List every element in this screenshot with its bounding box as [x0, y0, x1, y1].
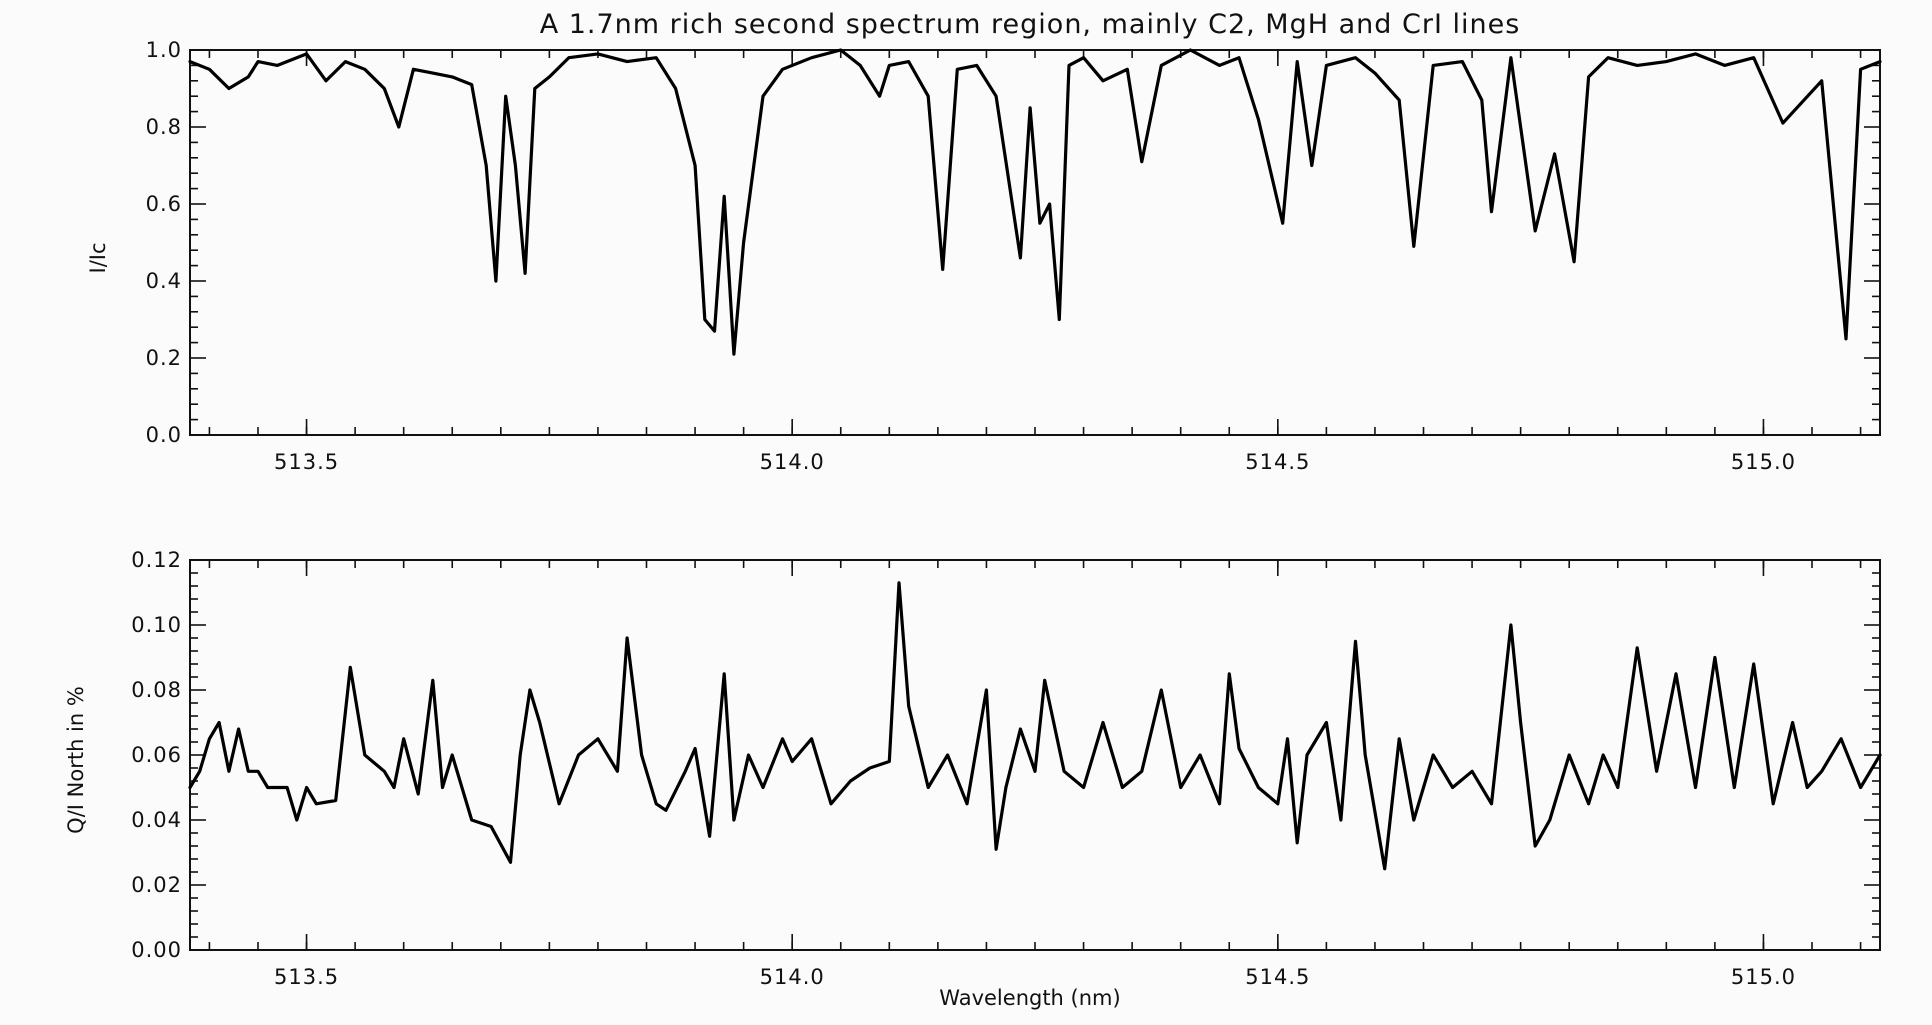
x-tick-label: 514.5	[1245, 965, 1310, 989]
x-tick-label: 514.0	[760, 450, 825, 474]
top-panel: 513.5 514.0 514.5 515.0 0.0 0.2 0.4 0.6 0.8 1.0 I…	[86, 38, 1882, 474]
x-tick-label: 513.5	[274, 965, 339, 989]
y-tick-label: 0.4	[146, 269, 182, 293]
x-tick-label: 515.0	[1731, 965, 1796, 989]
bottom-panel: 513.5 514.0 514.5 515.0 0.00 0.02 0.04 0.06 0.08…	[64, 548, 1882, 1010]
bottom-series-group	[188, 581, 1882, 871]
y-tick-label: 0.08	[131, 678, 182, 702]
top-plot-frame	[189, 49, 1881, 436]
bottom-axis-ticks: 513.5 514.0 514.5 515.0 0.00 0.02 0.04 0.06 0.08…	[131, 548, 1880, 989]
y-tick-label: 0.02	[131, 873, 182, 897]
y-tick-label: 0.10	[131, 613, 182, 637]
y-tick-label: 0.12	[131, 548, 182, 572]
y-tick-label: 0.2	[146, 346, 182, 370]
x-tick-label: 514.5	[1245, 450, 1310, 474]
bottom-x-axis-label: Wavelength (nm)	[939, 986, 1120, 1010]
y-tick-label: 0.04	[131, 808, 182, 832]
bottom-y-axis-label: Q/I North in %	[64, 686, 88, 834]
y-tick-label: 0.6	[146, 192, 182, 216]
x-tick-label: 515.0	[1731, 450, 1796, 474]
top-axis-ticks: 513.5 514.0 514.5 515.0 0.0 0.2 0.4 0.6 0.8 1.0	[146, 38, 1880, 474]
y-tick-label: 0.0	[146, 423, 182, 447]
top-series-line-0	[188, 48, 1882, 356]
bottom-plot-frame	[189, 559, 1881, 951]
y-tick-label: 0.06	[131, 743, 182, 767]
figure-title: A 1.7nm rich second spectrum region, mai…	[540, 9, 1521, 40]
x-tick-label: 513.5	[274, 450, 339, 474]
y-tick-label: 0.00	[131, 938, 182, 962]
y-tick-label: 1.0	[146, 38, 182, 62]
top-y-axis-label: I/Ic	[86, 242, 110, 273]
y-tick-label: 0.8	[146, 115, 182, 139]
bottom-series-line-0	[188, 581, 1882, 871]
x-tick-label: 514.0	[760, 965, 825, 989]
top-series-group	[188, 48, 1882, 356]
